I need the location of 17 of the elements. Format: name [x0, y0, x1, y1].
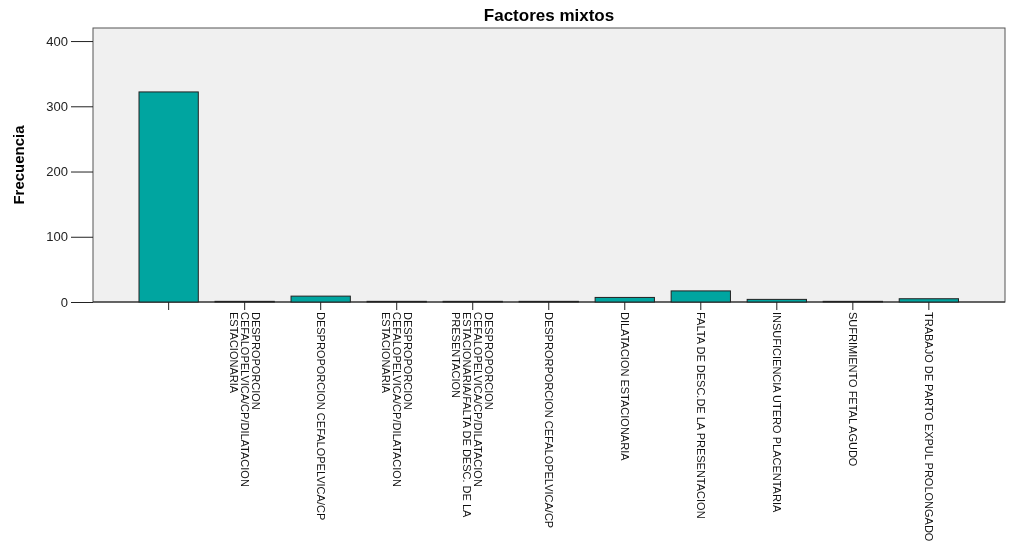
- x-tick-label: FALTA DE DESC.DE LA PRESENTACION: [694, 312, 707, 519]
- x-tick-label: DESPROPORCION CEFALOPELVICA/CP/DILATACION ESTACIONARIA/FALTA DE DESC. DE LA PRESENTACION: [450, 312, 496, 519]
- x-tick-label: DESPROPORCION CEFALOPELVICA/CP: [314, 312, 327, 521]
- y-tick-label: 100: [46, 229, 68, 245]
- x-tick-label: TRABAJO DE PARTO EXPUL PROLONGADO: [922, 312, 935, 542]
- y-tick-label: 0: [60, 294, 68, 310]
- x-tick-label: DESPRORPORCION CEFALOPELVICA/CP: [542, 312, 555, 529]
- y-tick-label: 400: [46, 33, 68, 49]
- x-tick-label: DESPROPORCION CEFALOPELVICA/CP/DILATACION ESTACIONARIA: [227, 312, 262, 487]
- x-tick-label: DILATACION ESTACIONARIA: [618, 312, 631, 462]
- y-tick-label: 300: [46, 98, 68, 114]
- x-tick-label: DESPROPORCION CEFALOPELVICA/CP/DILATACION ESTACIONARIA: [379, 312, 414, 487]
- y-tick-label: 200: [46, 164, 68, 180]
- y-axis-title: Frecuencia: [10, 124, 27, 205]
- chart-title: Factores mixtos: [483, 6, 615, 25]
- x-tick-label: INSUFICIENCIA UTERO PLACENTARIA: [770, 312, 783, 513]
- x-tick-label: SUFRIMIENTO FETAL AGUDO: [846, 312, 859, 467]
